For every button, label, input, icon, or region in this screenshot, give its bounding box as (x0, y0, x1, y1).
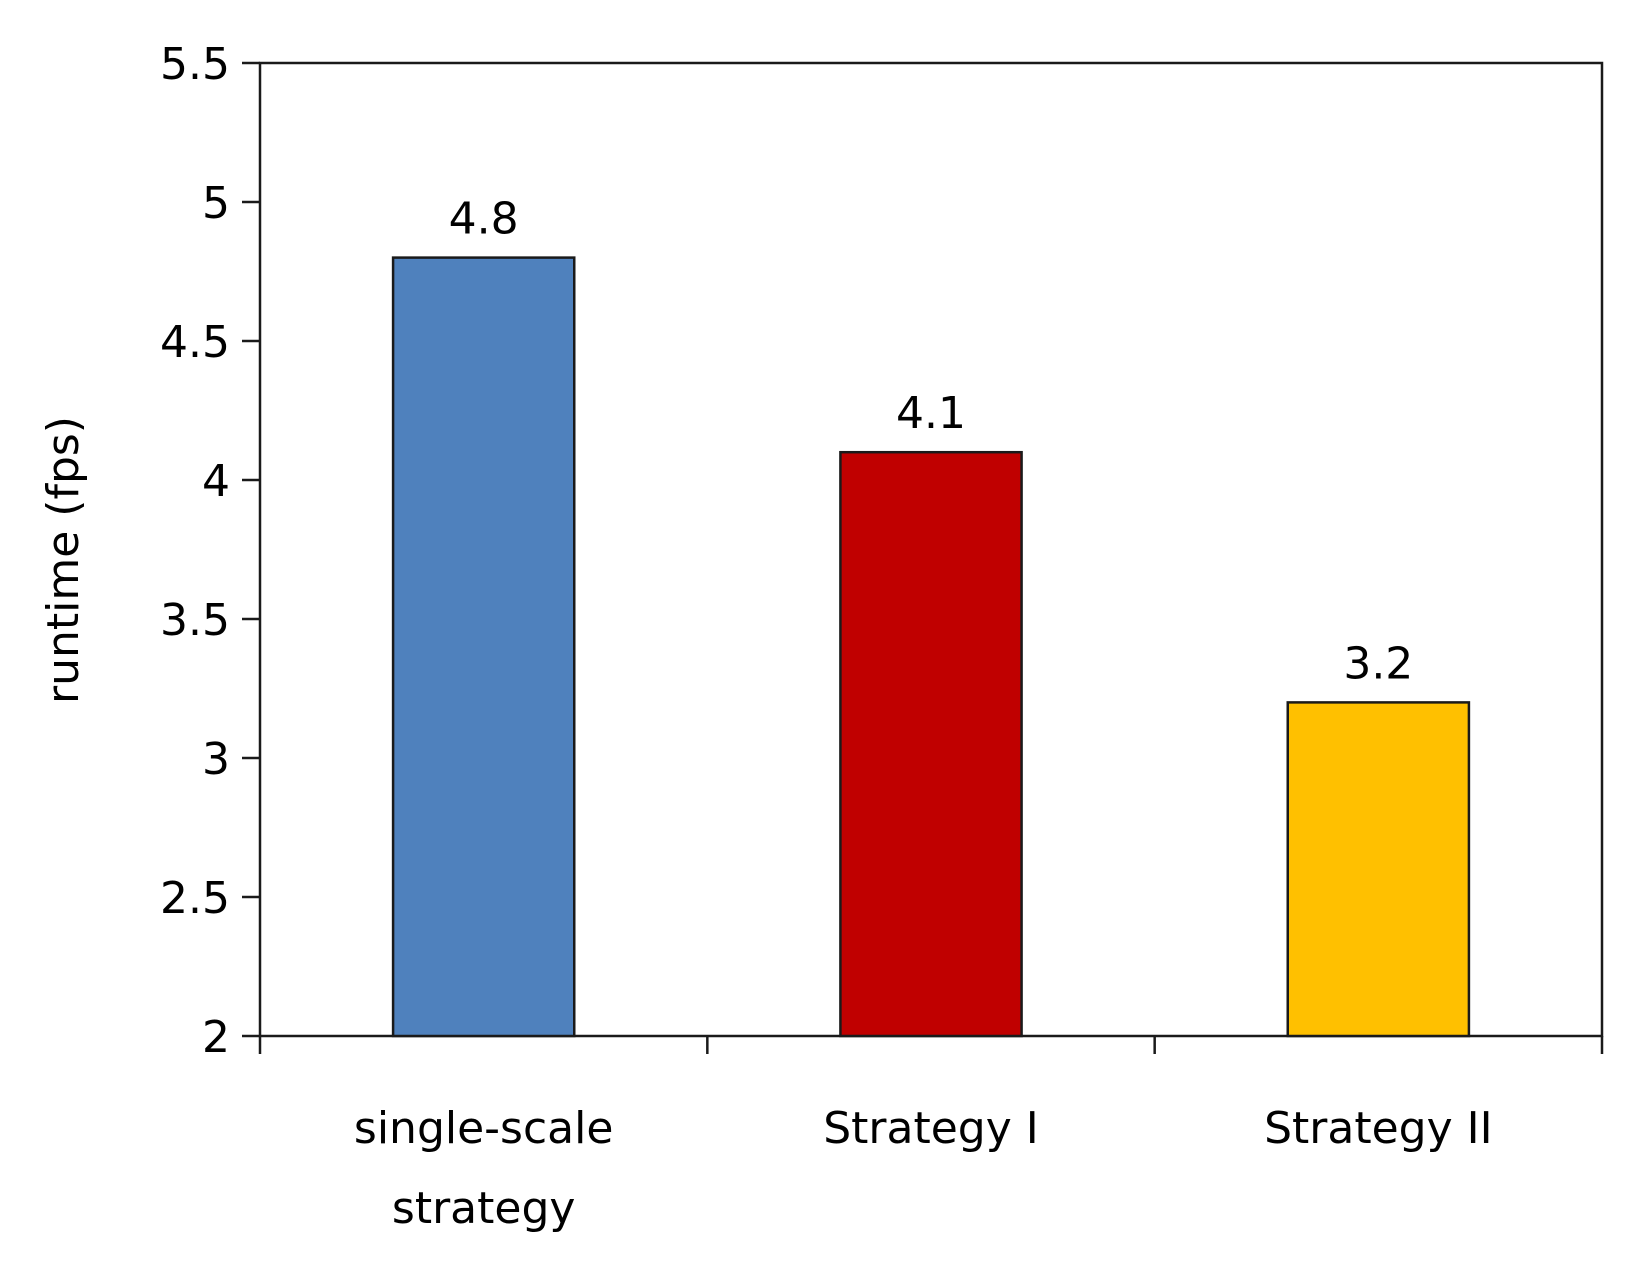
bar (839, 450, 1023, 1038)
y-tick-label: 5.5 (160, 39, 230, 90)
y-tick-label: 2 (202, 1012, 230, 1063)
category-label: single-scale (354, 1103, 614, 1154)
x-axis (258, 1036, 1604, 1054)
y-tick-label: 4.5 (160, 317, 230, 368)
y-axis: 2 2.5 3 3.5 4 4.5 5 5.5 (160, 39, 260, 1063)
category-label: Strategy I (823, 1103, 1039, 1154)
y-axis-title: runtime (fps) (38, 416, 89, 704)
bar (1286, 701, 1471, 1038)
bars (391, 256, 1471, 1038)
data-label: 3.2 (1343, 638, 1413, 689)
y-tick-label: 2.5 (160, 873, 230, 924)
data-label: 4.8 (449, 194, 519, 245)
data-label: 4.1 (896, 388, 966, 439)
category-label: strategy (392, 1183, 576, 1234)
data-labels: 4.8 4.1 3.2 (449, 194, 1414, 690)
y-tick-label: 3 (202, 734, 230, 785)
category-label: Strategy II (1264, 1103, 1492, 1154)
y-tick-label: 5 (202, 178, 230, 229)
y-tick-label: 4 (202, 456, 230, 507)
y-tick-label: 3.5 (160, 595, 230, 646)
bar (391, 256, 576, 1038)
category-labels: single-scale strategy Strategy I Strategy I… (354, 1103, 1493, 1234)
